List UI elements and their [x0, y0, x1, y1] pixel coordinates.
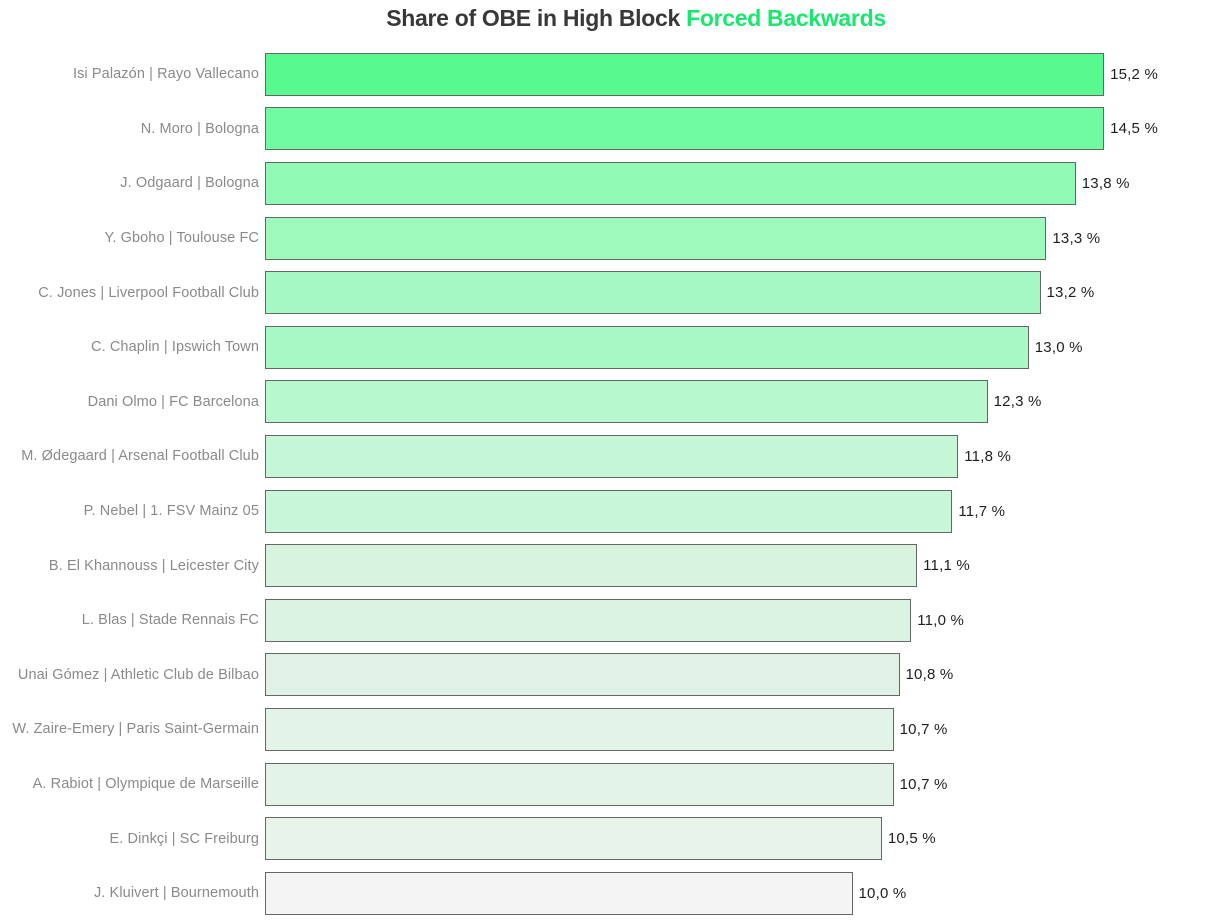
- value-label: 13,2 %: [1046, 284, 1095, 302]
- bar-row: J. Kluivert | Bournemouth 10,0 %: [0, 866, 1222, 921]
- value-label: 13,3 %: [1052, 229, 1101, 247]
- bar-track: 15,2 %: [265, 52, 1158, 96]
- bar-track: 11,8 %: [265, 434, 1158, 478]
- value-label: 11,1 %: [923, 557, 970, 575]
- player-label: Isi Palazón | Rayo Vallecano: [72, 66, 259, 83]
- player-label: Dani Olmo | FC Barcelona: [87, 393, 259, 410]
- bar-row: A. Rabiot | Olympique de Marseille 10,7 …: [0, 757, 1222, 812]
- player-label: W. Zaire-Emery | Paris Saint-Germain: [12, 721, 259, 738]
- bar: [265, 762, 894, 806]
- value-label: 11,7 %: [958, 502, 1006, 520]
- player-label: M. Ødegaard | Arsenal Football Club: [21, 448, 259, 465]
- player-label: L. Blas | Stade Rennais FC: [81, 612, 259, 629]
- value-label: 10,0 %: [858, 884, 907, 902]
- bar-row: M. Ødegaard | Arsenal Football Club 11,8…: [0, 429, 1222, 484]
- player-label: C. Chaplin | Ipswich Town: [91, 339, 259, 356]
- bar-track: 11,1 %: [265, 544, 1158, 588]
- bar-track: 11,7 %: [265, 489, 1158, 533]
- value-label: 12,3 %: [993, 393, 1042, 411]
- bar-track: 10,7 %: [265, 762, 1158, 806]
- bar-row: W. Zaire-Emery | Paris Saint-Germain 10,…: [0, 702, 1222, 757]
- value-label: 14,5 %: [1110, 120, 1158, 138]
- bar-track: 13,2 %: [265, 271, 1158, 315]
- bar-row: C. Chaplin | Ipswich Town 13,0 %: [0, 320, 1222, 375]
- bar: [265, 107, 1105, 151]
- bar-row: Isi Palazón | Rayo Vallecano 15,2 %: [0, 47, 1222, 102]
- player-label: P. Nebel | 1. FSV Mainz 05: [83, 503, 259, 520]
- bar: [265, 325, 1029, 369]
- bar: [265, 489, 953, 533]
- bar: [265, 380, 988, 424]
- bar-track: 13,3 %: [265, 216, 1158, 260]
- chart-title: Share of OBE in High Block Forced Backwa…: [25, 0, 1222, 32]
- bar-track: 10,0 %: [265, 871, 1158, 915]
- bar: [265, 434, 959, 478]
- value-label: 10,5 %: [887, 830, 936, 848]
- bar-track: 12,3 %: [265, 380, 1158, 424]
- bar-row: B. El Khannouss | Leicester City 11,1 %: [0, 538, 1222, 593]
- bar: [265, 817, 882, 861]
- bar: [265, 653, 900, 697]
- bar: [265, 161, 1076, 205]
- bar-row: P. Nebel | 1. FSV Mainz 05 11,7 %: [0, 484, 1222, 539]
- value-label: 10,7 %: [899, 720, 948, 738]
- bar-row: J. Odgaard | Bologna 13,8 %: [0, 156, 1222, 211]
- bar-track: 10,8 %: [265, 653, 1158, 697]
- bar: [265, 598, 912, 642]
- player-label: B. El Khannouss | Leicester City: [48, 557, 259, 574]
- player-label: N. Moro | Bologna: [140, 120, 259, 137]
- bar: [265, 707, 894, 751]
- value-label: 13,0 %: [1034, 338, 1083, 356]
- bar: [265, 871, 853, 915]
- bar-row: Y. Gboho | Toulouse FC 13,3 %: [0, 211, 1222, 266]
- player-label: J. Kluivert | Bournemouth: [93, 885, 259, 902]
- chart-title-accent: Forced Backwards: [686, 5, 886, 31]
- player-label: Y. Gboho | Toulouse FC: [104, 230, 259, 247]
- bar: [265, 271, 1041, 315]
- player-label: A. Rabiot | Olympique de Marseille: [32, 776, 259, 793]
- bar-row: Dani Olmo | FC Barcelona 12,3 %: [0, 375, 1222, 430]
- player-label: Unai Gómez | Athletic Club de Bilbao: [17, 666, 259, 683]
- bar: [265, 544, 918, 588]
- player-label: C. Jones | Liverpool Football Club: [38, 284, 259, 301]
- bar-row: L. Blas | Stade Rennais FC 11,0 %: [0, 593, 1222, 648]
- bar-track: 13,0 %: [265, 325, 1158, 369]
- value-label: 13,8 %: [1081, 174, 1130, 192]
- value-label: 10,8 %: [905, 666, 954, 684]
- value-label: 15,2 %: [1110, 65, 1158, 83]
- bar: [265, 216, 1047, 260]
- value-label: 10,7 %: [899, 775, 948, 793]
- chart-title-main: Share of OBE in High Block: [386, 5, 687, 31]
- bar-row: C. Jones | Liverpool Football Club 13,2 …: [0, 265, 1222, 320]
- bar-row: N. Moro | Bologna 14,5 %: [0, 102, 1222, 157]
- bar-row: E. Dinkçi | SC Freiburg 10,5 %: [0, 811, 1222, 866]
- value-label: 11,0 %: [917, 611, 965, 629]
- bar: [265, 52, 1105, 96]
- bar-track: 14,5 %: [265, 107, 1158, 151]
- player-label: J. Odgaard | Bologna: [120, 175, 259, 192]
- bar-row: Unai Gómez | Athletic Club de Bilbao 10,…: [0, 648, 1222, 703]
- bar-chart-rows: Isi Palazón | Rayo Vallecano 15,2 % N. M…: [0, 47, 1222, 921]
- value-label: 11,8 %: [964, 447, 1012, 465]
- player-label: E. Dinkçi | SC Freiburg: [109, 830, 259, 847]
- bar-track: 11,0 %: [265, 598, 1158, 642]
- bar-track: 10,5 %: [265, 817, 1158, 861]
- bar-track: 10,7 %: [265, 707, 1158, 751]
- bar-track: 13,8 %: [265, 161, 1158, 205]
